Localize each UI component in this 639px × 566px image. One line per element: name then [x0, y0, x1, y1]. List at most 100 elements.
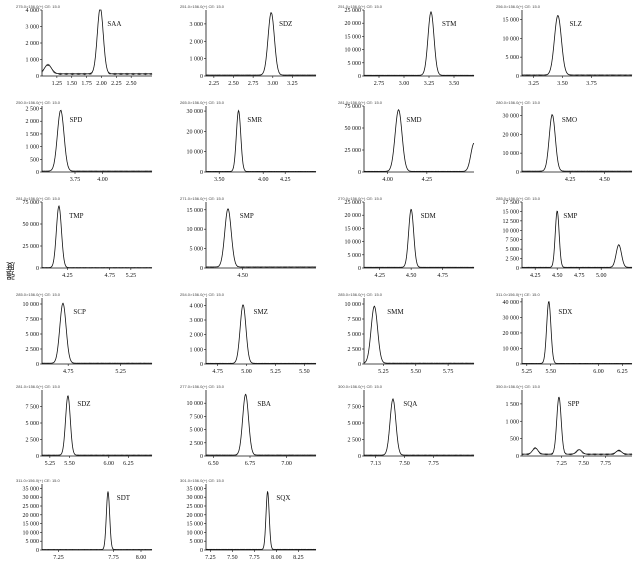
axes [41, 106, 152, 173]
y-tick-label: 30 000 [503, 113, 520, 119]
y-tick-label: 2 000 [190, 333, 204, 339]
chromatogram-panel-sdz-16: 0 2 500 5 000 7 500 5.25 5.50 6.00 6.25 SDZ 281.0… [8, 382, 156, 472]
y-tick-label: 10 000 [503, 346, 520, 352]
chromatogram-svg: 0 1 000 2 000 3 000 4 000 1.25 1.50 1.75 2.00 2.2… [26, 8, 153, 87]
axes [41, 390, 152, 457]
compound-label: SDX [558, 308, 572, 316]
y-tick-label: 15 000 [23, 522, 40, 528]
y-tick-label: 10 000 [345, 240, 362, 246]
y-tick-label: 15 000 [345, 34, 362, 40]
panel-title: 285.0>156.0(+) CE: 15.0 [338, 292, 383, 297]
axes [41, 202, 152, 269]
chromatogram-svg: 0 1 000 2 000 3 000 4 000 4.75 5.00 5.25 5.50 SMZ [190, 298, 317, 375]
x-tick-label: 8.25 [293, 555, 304, 561]
chromatogram-panel-smo-7: 0 10 000 20 000 30 000 4.25 4.50 SMO 280.0>156.… [488, 98, 636, 188]
y-tick-label: 0 [358, 454, 361, 460]
x-tick-label: 7.25 [205, 555, 216, 561]
y-tick-label: 1 000 [506, 419, 520, 425]
y-tick-label: 3 000 [190, 318, 204, 324]
y-tick-label: 25 000 [345, 200, 362, 206]
y-tick-label: 1 000 [26, 58, 40, 64]
y-tick-label: 3 000 [26, 25, 40, 31]
chromatogram-svg: 0 10 000 20 000 30 000 4.25 4.50 SMO [503, 106, 633, 183]
compound-label: SLZ [569, 20, 581, 28]
x-tick-label: 2.25 [209, 81, 220, 87]
y-tick-label: 7 500 [348, 317, 362, 323]
y-tick-label: 2 500 [506, 257, 520, 263]
chromatogram-panel-sqx-21: 0 5 000 10 000 15 000 20 000 25 000 30 000 35 0… [172, 476, 320, 566]
x-tick-label: 3.00 [268, 81, 279, 87]
compound-label: SPD [70, 116, 83, 124]
y-tick-label: 500 [510, 437, 519, 443]
x-tick-label: 7.50 [227, 555, 238, 561]
axes [521, 298, 632, 365]
y-tick-label: 7 500 [26, 405, 40, 411]
x-tick-label: 7.75 [249, 555, 260, 561]
chromatogram-panel-tmp-8: 0 25 000 50 000 75 000 4.25 4.75 5.25 TMP 281.0>… [8, 194, 156, 284]
y-tick-label: 5 000 [190, 247, 204, 253]
x-tick-label: 4.75 [63, 369, 74, 375]
chromatogram-panel-sqa-18: 0 2 500 5 000 7 500 7.13 7.50 7.75 SQA 300.0>156… [330, 382, 478, 472]
axes [363, 202, 474, 269]
chromatogram-trace [521, 396, 633, 456]
y-tick-label: 10 000 [23, 530, 40, 536]
y-tick-label: 20 000 [503, 132, 520, 138]
chromatogram-svg: 0 2 500 5 000 7 500 10 000 12 500 15 000 17 500… [503, 200, 633, 279]
x-tick-label: 3.50 [557, 81, 568, 87]
x-tick-label: 5.50 [64, 461, 75, 467]
x-tick-label: 5.25 [45, 461, 56, 467]
x-tick-label: 6.75 [245, 461, 256, 467]
chromatogram-svg: 0 500 1 000 1 500 2 000 2 500 3.75 4.00 SPD [26, 106, 153, 183]
chromatogram-trace [205, 304, 317, 365]
chromatogram-panel-saa-0: 0 1 000 2 000 3 000 4 000 1.25 1.50 1.75 2.00 2.2… [8, 2, 156, 92]
y-tick-label: 20 000 [187, 513, 204, 519]
chromatogram-trace [41, 9, 153, 76]
y-tick-label: 0 [516, 362, 519, 368]
y-tick-label: 20 000 [503, 331, 520, 337]
x-tick-label: 5.50 [545, 369, 556, 375]
y-tick-label: 1 000 [190, 347, 204, 353]
axes [41, 298, 152, 365]
panel-title: 256.0>156.0(+) CE: 15.0 [496, 4, 541, 9]
y-tick-label: 5 000 [190, 539, 204, 545]
chromatogram-panel-smr-5: 0 10 000 20 000 30 000 3.50 4.00 4.25 SMR 265.0>… [172, 98, 320, 188]
axes [205, 10, 316, 77]
x-tick-label: 4.75 [104, 273, 115, 279]
x-tick-label: 6.25 [617, 369, 628, 375]
x-tick-label: 5.25 [522, 369, 533, 375]
chromatogram-panel-sba-17: 0 2 500 5 000 7 500 10 000 6.50 6.75 7.00 SBA 277… [172, 382, 320, 472]
chromatogram-svg: 0 25 000 50 000 75 000 4.00 4.25 SMD [345, 104, 475, 183]
chromatogram-svg: 0 1 000 2 000 3 000 2.25 2.50 2.75 3.00 3.25 SDZ [190, 10, 317, 87]
x-tick-label: 5.25 [115, 369, 126, 375]
y-tick-label: 35 000 [23, 486, 40, 492]
y-tick-label: 12 500 [503, 219, 520, 225]
x-tick-label: 4.50 [552, 273, 563, 279]
compound-label: SQX [276, 494, 290, 502]
chromatogram-svg: 0 500 1 000 1 500 7.25 7.50 7.75 SPP [506, 390, 633, 467]
x-tick-label: 7.50 [399, 461, 410, 467]
y-tick-label: 7 500 [190, 414, 204, 420]
y-tick-label: 0 [36, 266, 39, 272]
x-tick-label: 5.25 [270, 369, 281, 375]
y-tick-label: 5 000 [190, 428, 204, 434]
y-tick-label: 25 000 [23, 504, 40, 510]
x-tick-label: 4.50 [237, 273, 248, 279]
chromatogram-panel-slz-3: 0 5 000 10 000 15 000 3.25 3.50 3.75 SLZ 256.0>1… [488, 2, 636, 92]
axes [205, 202, 316, 269]
y-tick-label: 25 000 [23, 244, 40, 250]
chromatogram-svg: 0 10 000 20 000 30 000 3.50 4.00 4.25 SMR [187, 106, 317, 183]
chromatogram-trace [521, 210, 633, 269]
compound-label: SMZ [253, 308, 267, 316]
x-tick-label: 4.25 [280, 177, 291, 183]
y-tick-label: 0 [358, 362, 361, 368]
compound-label: SAA [107, 20, 121, 28]
panel-title: 300.0>156.0(+) CE: 15.0 [338, 384, 383, 389]
x-tick-label: 6.00 [593, 369, 604, 375]
y-tick-label: 2 500 [190, 441, 204, 447]
y-tick-label: 10 000 [187, 150, 204, 156]
y-tick-label: 7 500 [26, 317, 40, 323]
x-tick-label: 7.13 [370, 461, 381, 467]
compound-label: SDT [117, 494, 131, 502]
chromatogram-trace [205, 491, 317, 551]
chromatogram-svg: 0 5 000 10 000 15 000 20 000 25 000 30 000 35 0… [23, 484, 153, 561]
